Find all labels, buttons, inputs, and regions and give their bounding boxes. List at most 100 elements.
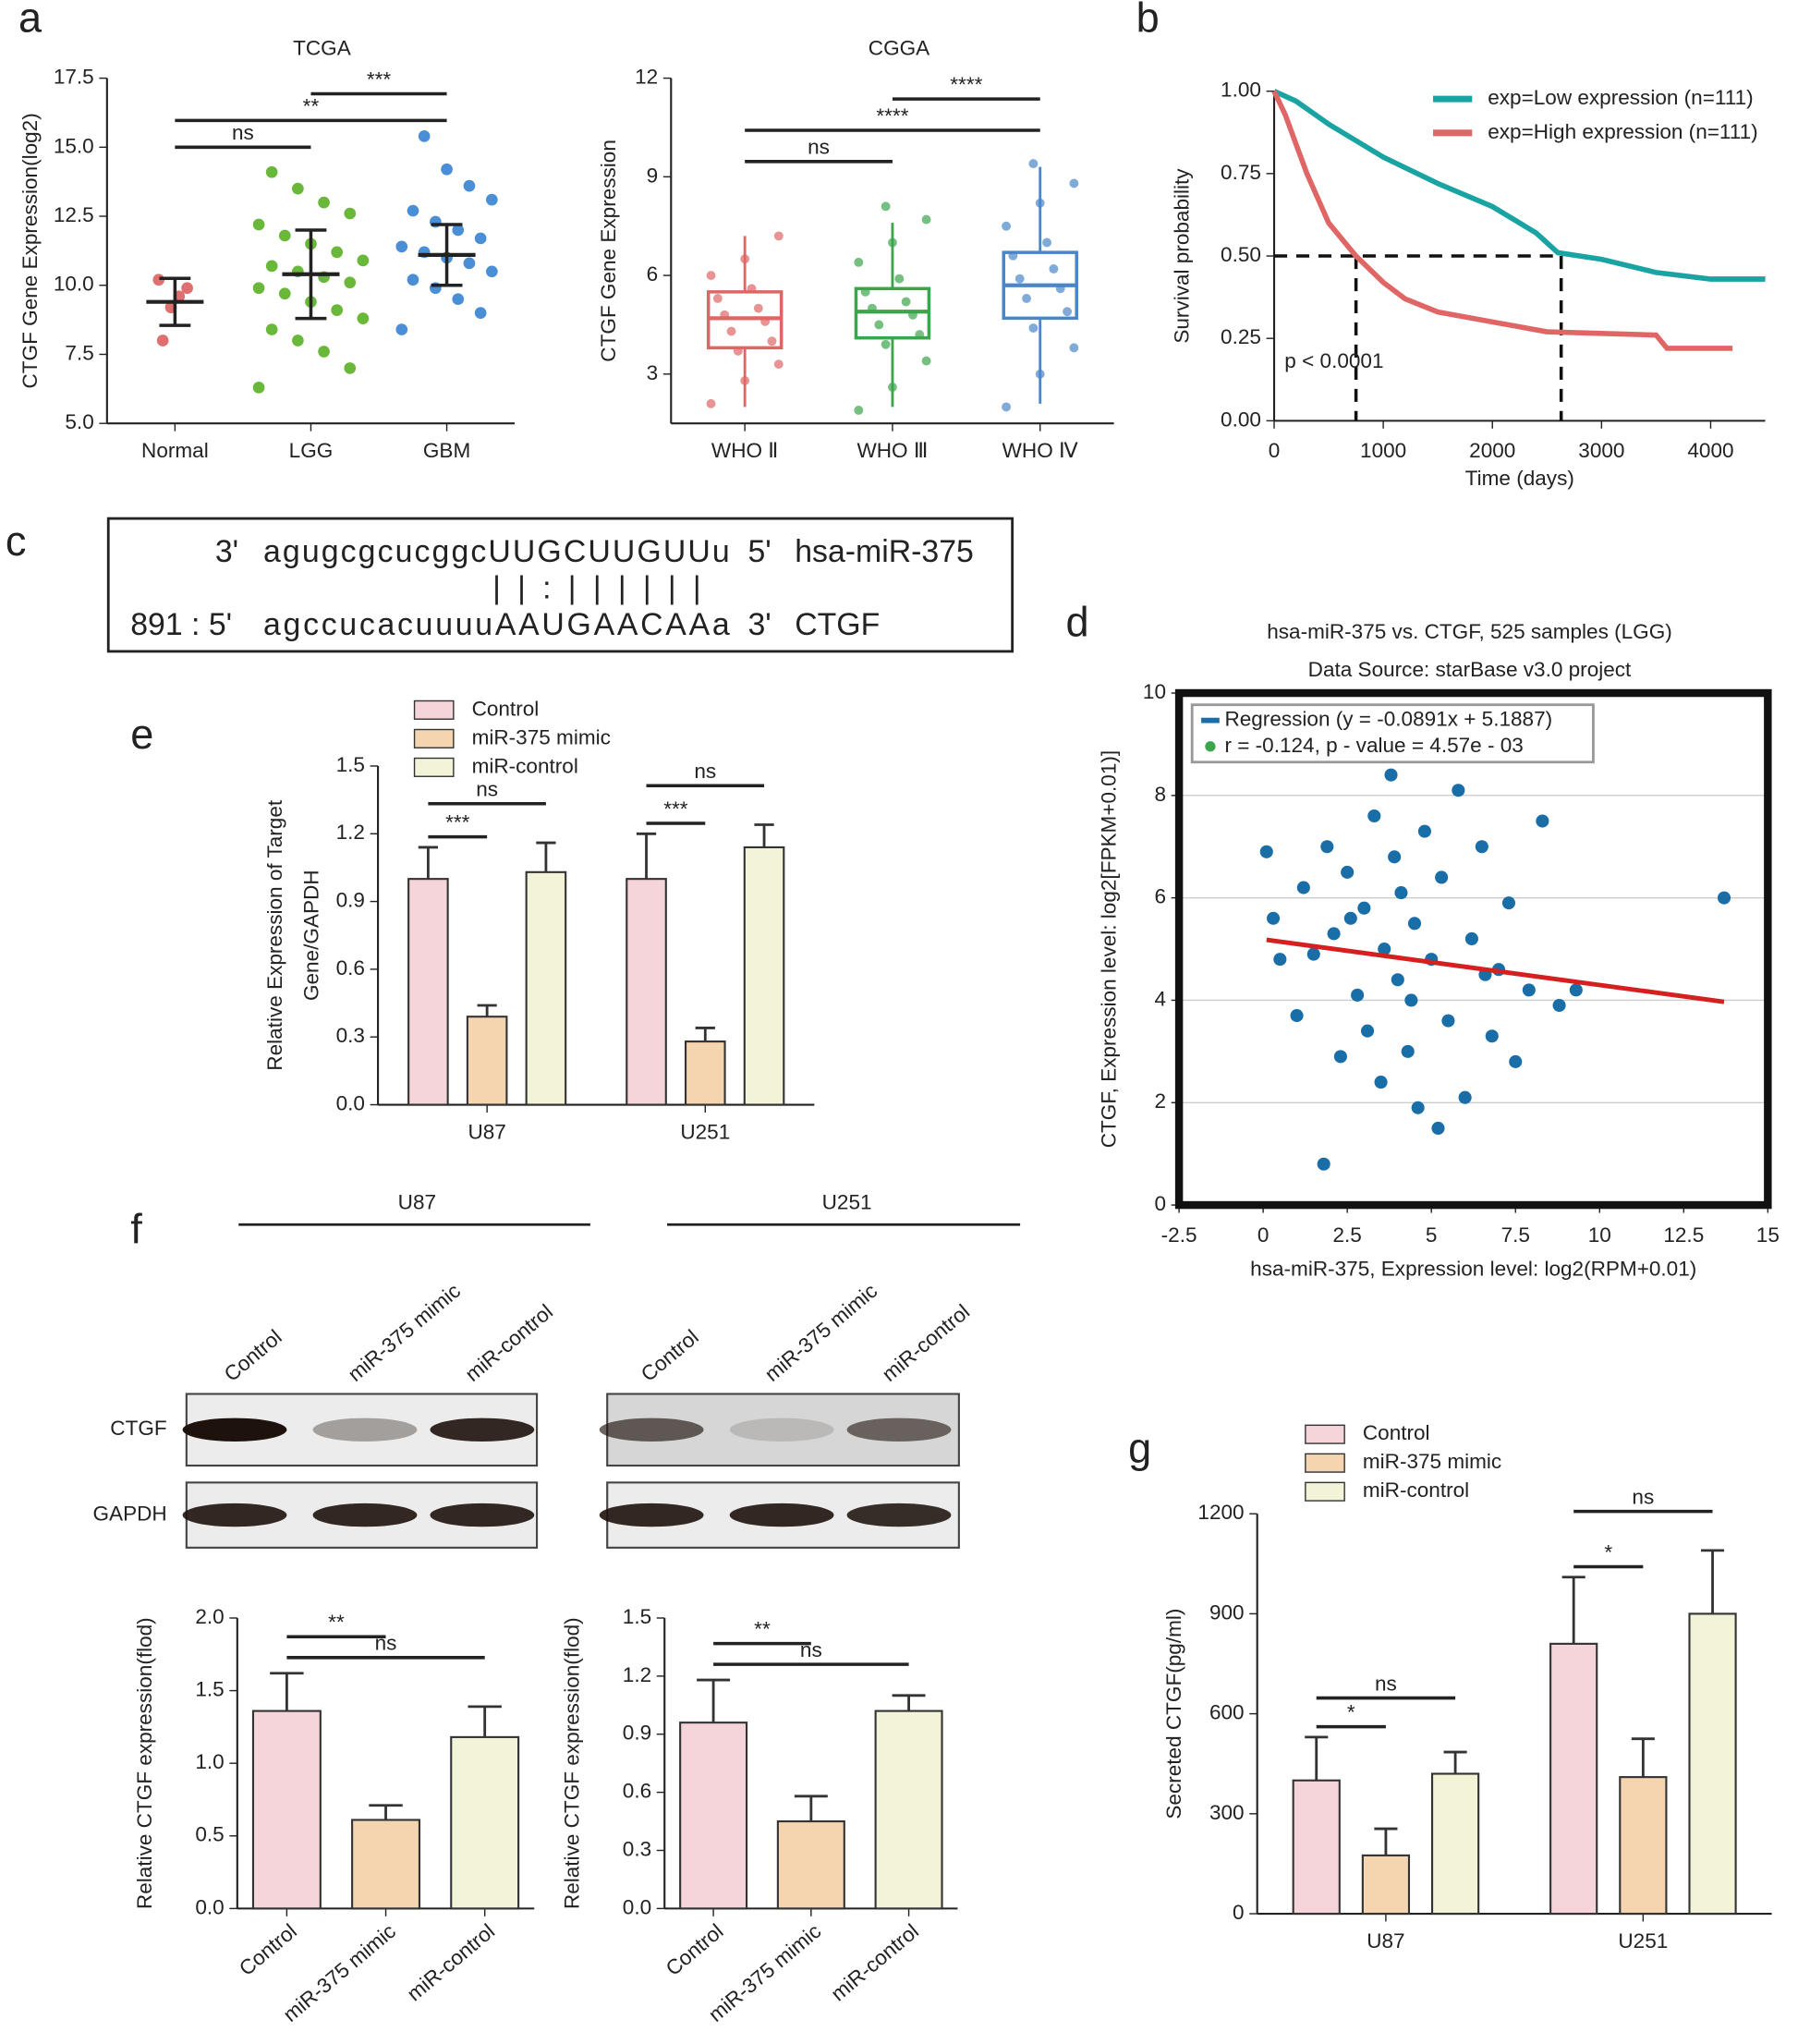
- panel-label: d: [1065, 599, 1088, 646]
- data-point: [881, 339, 891, 349]
- blot-group-label: U87: [398, 1191, 436, 1214]
- bar: [684, 1040, 726, 1106]
- data-point: [868, 303, 877, 313]
- x-tick-label: LGG: [289, 439, 334, 462]
- y-tick-label: 1.2: [623, 1663, 651, 1686]
- bar: [874, 1709, 943, 1910]
- annotation: p < 0.0001: [1284, 349, 1383, 372]
- data-point: [1404, 993, 1418, 1007]
- chart-title: hsa-miR-375 vs. CTGF, 525 samples (LGG): [1267, 620, 1672, 643]
- significance-label: **: [303, 94, 320, 117]
- legend-label: Regression (y = -0.0891x + 5.1887): [1224, 708, 1552, 731]
- alignment-seq: agugcgcucggcUUGCUUGUUu: [263, 534, 730, 569]
- data-point: [1002, 221, 1012, 231]
- legend-label: Control: [1363, 1421, 1430, 1444]
- y-tick-label: 0: [1154, 1192, 1166, 1215]
- y-tick-label: 10.0: [54, 273, 94, 296]
- data-point: [874, 320, 884, 330]
- data-point: [252, 218, 265, 231]
- data-point: [1069, 343, 1079, 353]
- data-point: [740, 376, 750, 385]
- data-point: [1035, 369, 1045, 379]
- blot-row-label: GAPDH: [92, 1503, 166, 1526]
- y-tick-label: 0.0: [623, 1895, 651, 1918]
- data-point: [1431, 1121, 1445, 1136]
- bar: [679, 1722, 748, 1910]
- data-point: [1341, 865, 1355, 879]
- y-tick-label: 1.2: [336, 821, 365, 844]
- y-axis-label: Secreted CTGF(pg/ml): [1162, 1609, 1185, 1819]
- panel-label: a: [18, 0, 43, 41]
- data-point: [1028, 159, 1039, 169]
- data-point: [1290, 1009, 1304, 1023]
- data-point: [915, 330, 925, 340]
- alignment-end: 5': [747, 534, 771, 569]
- data-point: [1351, 988, 1365, 1002]
- data-point: [908, 310, 917, 320]
- data-point: [894, 274, 905, 284]
- y-tick-label: 6: [647, 262, 659, 286]
- data-point: [452, 293, 465, 306]
- data-point: [1055, 284, 1065, 294]
- bar: [1619, 1776, 1668, 1916]
- alignment-seq: agccucacuuuuAAUGAACAAa: [263, 607, 730, 642]
- y-axis-label: Gene/GAPDH: [300, 870, 323, 1001]
- data-point: [1485, 1029, 1499, 1043]
- x-tick-label: 0: [1269, 439, 1281, 462]
- significance-label: ***: [663, 797, 688, 821]
- data-point: [292, 182, 304, 195]
- x-tick-label: WHO Ⅳ: [1002, 439, 1079, 462]
- data-point: [720, 310, 730, 320]
- data-point: [1717, 891, 1731, 905]
- data-point: [331, 246, 344, 259]
- y-tick-label: 15.0: [54, 134, 94, 157]
- survival-line: [1271, 90, 1733, 351]
- data-point: [1374, 1076, 1388, 1089]
- data-point: [1417, 824, 1431, 838]
- data-point: [265, 260, 278, 273]
- data-point: [1378, 943, 1391, 956]
- y-tick-label: 0.9: [336, 889, 365, 912]
- x-tick-label: GBM: [423, 439, 470, 462]
- x-tick-label: 3000: [1578, 439, 1624, 462]
- blot-band: [312, 1417, 418, 1442]
- y-tick-label: 0.25: [1221, 325, 1261, 348]
- data-point: [1435, 870, 1449, 884]
- y-tick-label: 1200: [1197, 1501, 1244, 1524]
- data-point: [357, 254, 370, 267]
- data-point: [773, 231, 784, 241]
- bar: [626, 878, 667, 1106]
- significance-label: ns: [694, 760, 716, 783]
- data-point: [706, 271, 716, 281]
- legend-swatch: [1305, 1453, 1345, 1473]
- y-tick-label: 3: [647, 361, 659, 384]
- x-tick-label: 4000: [1687, 439, 1733, 462]
- data-point: [1464, 931, 1478, 946]
- legend-label: miR-control: [472, 754, 578, 777]
- blot-band: [846, 1417, 952, 1442]
- regression-line: [1266, 937, 1725, 1004]
- y-tick-label: 1.00: [1221, 79, 1261, 102]
- data-point: [1394, 886, 1408, 900]
- significance-label: ns: [800, 1638, 822, 1661]
- y-tick-label: 12.5: [54, 203, 94, 226]
- alignment-end: 3': [215, 534, 238, 569]
- alignment-end: 3': [747, 607, 771, 642]
- y-tick-label: 2: [1154, 1089, 1166, 1113]
- data-point: [1367, 809, 1381, 823]
- blot-band: [599, 1503, 704, 1527]
- data-point: [1475, 840, 1488, 854]
- y-tick-label: 0.3: [623, 1837, 651, 1860]
- data-point: [407, 274, 419, 286]
- y-tick-label: 1.5: [195, 1678, 224, 1701]
- data-point: [1317, 1157, 1330, 1171]
- y-tick-label: 0.75: [1221, 161, 1261, 184]
- data-point: [753, 303, 763, 313]
- y-axis-label: CTGF, Expression level: log2[FPKM+0.01)]: [1097, 750, 1120, 1148]
- bar: [351, 1819, 421, 1910]
- legend-swatch: [413, 700, 455, 720]
- bar: [776, 1820, 845, 1910]
- data-point: [1273, 953, 1287, 967]
- x-tick-label: 10: [1588, 1223, 1611, 1247]
- y-tick-label: 0.6: [623, 1780, 651, 1803]
